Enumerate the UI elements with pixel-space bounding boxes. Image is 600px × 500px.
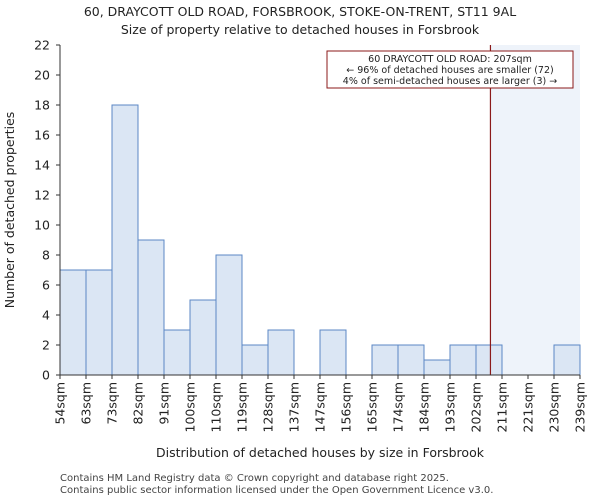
y-tick-label: 4	[42, 308, 50, 323]
annotation-line: 60 DRAYCOTT OLD ROAD: 207sqm	[368, 54, 532, 65]
y-tick-label: 14	[34, 158, 50, 173]
y-tick-label: 6	[42, 278, 50, 293]
x-tick-label: 156sqm	[339, 382, 354, 432]
x-tick-label: 174sqm	[391, 382, 406, 432]
footer-licence: Contains public sector information licen…	[60, 485, 494, 496]
x-tick-label: 137sqm	[287, 382, 302, 432]
x-tick-label: 184sqm	[417, 382, 432, 432]
histogram-bar	[111, 104, 139, 376]
x-tick-label: 128sqm	[261, 382, 276, 432]
histogram-bar	[267, 329, 295, 376]
x-tick-label: 193sqm	[443, 382, 458, 432]
histogram-bar	[371, 344, 399, 376]
chart-subtitle: Size of property relative to detached ho…	[120, 22, 480, 37]
x-tick-label: 91sqm	[157, 382, 172, 425]
larger-region-highlight	[490, 45, 580, 375]
y-tick-label: 8	[42, 248, 50, 263]
y-tick-label: 2	[42, 338, 50, 353]
histogram-bar	[137, 239, 165, 376]
x-tick-label: 100sqm	[183, 382, 198, 432]
y-tick-label: 18	[34, 98, 50, 113]
annotation-line: 4% of semi-detached houses are larger (3…	[343, 76, 557, 87]
x-tick-label: 239sqm	[573, 382, 588, 432]
y-axis-label: Number of detached properties	[2, 112, 17, 309]
y-tick-label: 10	[34, 218, 50, 233]
x-tick-label: 110sqm	[209, 382, 224, 432]
y-tick-label: 12	[34, 188, 50, 203]
y-tick-label: 0	[42, 368, 50, 383]
histogram-bar	[215, 254, 243, 376]
x-tick-label: 63sqm	[79, 382, 94, 425]
chart-title: 60, DRAYCOTT OLD ROAD, FORSBROOK, STOKE-…	[83, 4, 517, 19]
histogram-bar	[449, 344, 477, 376]
histogram-bar	[189, 299, 217, 376]
x-tick-label: 147sqm	[313, 382, 328, 432]
histogram-bar	[319, 329, 347, 376]
x-tick-label: 202sqm	[469, 382, 484, 432]
histogram-bar	[423, 359, 451, 376]
x-tick-label: 119sqm	[235, 382, 250, 432]
annotation-box	[326, 50, 574, 89]
histogram-bar	[553, 344, 581, 376]
x-axis-label: Distribution of detached houses by size …	[156, 445, 485, 460]
histogram-bar	[163, 329, 191, 376]
x-tick-label: 211sqm	[495, 382, 510, 432]
x-tick-label: 82sqm	[131, 382, 146, 425]
x-tick-label: 230sqm	[547, 382, 562, 432]
histogram-bar	[241, 344, 269, 376]
footer-copyright: Contains HM Land Registry data © Crown c…	[60, 473, 449, 484]
y-tick-label: 20	[34, 68, 50, 83]
x-tick-label: 165sqm	[365, 382, 380, 432]
histogram-bar	[475, 344, 503, 376]
histogram-bar	[397, 344, 425, 376]
x-tick-label: 73sqm	[105, 382, 120, 425]
histogram-bar	[85, 269, 113, 376]
y-tick-label: 16	[34, 128, 50, 143]
annotation-line: ← 96% of detached houses are smaller (72…	[346, 65, 553, 76]
histogram-bar	[59, 269, 87, 376]
x-tick-label: 221sqm	[521, 382, 536, 432]
y-tick-label: 22	[34, 38, 50, 53]
x-tick-label: 54sqm	[53, 382, 68, 425]
